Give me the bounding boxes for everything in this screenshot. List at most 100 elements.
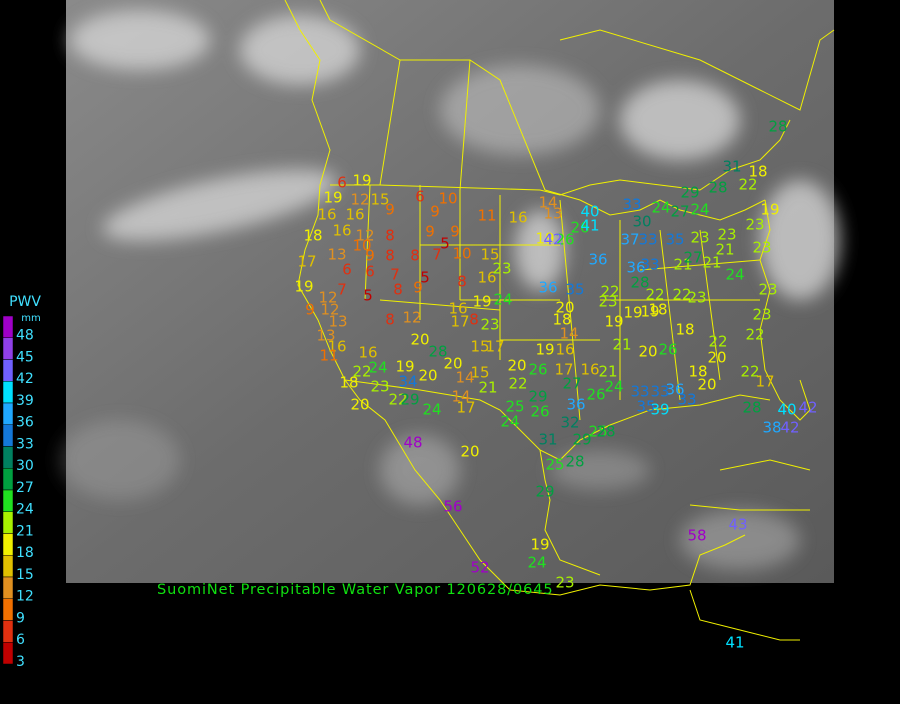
pwv-reading: 22 xyxy=(352,363,371,381)
pwv-reading: 30 xyxy=(632,213,651,231)
pwv-reading: 24 xyxy=(422,401,441,419)
pwv-reading: 17 xyxy=(554,361,573,379)
pwv-reading: 26 xyxy=(555,231,574,249)
pwv-reading: 8 xyxy=(393,281,403,299)
legend-label: 21 xyxy=(16,523,34,539)
pwv-reading: 19 xyxy=(535,341,554,359)
pwv-reading: 23 xyxy=(480,316,499,334)
pwv-reading: 23 xyxy=(752,239,771,257)
caption: SuomiNet Precipitable Water Vapor 120628… xyxy=(157,582,554,598)
pwv-reading: 24 xyxy=(604,378,623,396)
pwv-reading: 9 xyxy=(365,247,375,265)
pwv-reading: 6 xyxy=(415,188,425,206)
pwv-reading: 13 xyxy=(543,205,562,223)
pwv-reading: 19 xyxy=(530,536,549,554)
pwv-reading: 36 xyxy=(626,259,645,277)
pwv-reading: 18 xyxy=(688,363,707,381)
pwv-reading: 42 xyxy=(780,419,799,437)
pwv-reading: 15 xyxy=(370,191,389,209)
legend-title: PWV xyxy=(9,294,41,310)
pwv-reading: 24 xyxy=(725,266,744,284)
pwv-reading: 18 xyxy=(552,311,571,329)
pwv-reading: 35 xyxy=(565,281,584,299)
legend-label: 48 xyxy=(16,328,34,344)
pwv-reading: 23 xyxy=(745,216,764,234)
pwv-reading: 28 xyxy=(708,179,727,197)
pwv-reading: 10 xyxy=(352,237,371,255)
pwv-reading: 13 xyxy=(327,246,346,264)
pwv-reading: 29 xyxy=(572,431,591,449)
pwv-reading: 16 xyxy=(508,209,527,227)
pwv-reading: 27 xyxy=(683,249,702,267)
legend-label: 15 xyxy=(16,567,34,583)
legend-swatch xyxy=(2,642,14,665)
pwv-reading: 20 xyxy=(350,396,369,414)
pwv-reading: 41 xyxy=(580,217,599,235)
pwv-reading: 18 xyxy=(648,301,667,319)
pwv-reading: 16 xyxy=(580,361,599,379)
legend-swatch xyxy=(2,511,14,534)
pwv-reading: 20 xyxy=(707,349,726,367)
pwv-reading: 14 xyxy=(455,369,474,387)
pwv-reading: 23 xyxy=(687,289,706,307)
pwv-reading: 6 xyxy=(337,174,347,192)
pwv-reading: 15 xyxy=(480,246,499,264)
pwv-reading: 40 xyxy=(580,203,599,221)
pwv-reading: 22 xyxy=(645,286,664,304)
legend-swatch xyxy=(2,598,14,621)
pwv-reading: 33 xyxy=(638,231,657,249)
pwv-reading: 20 xyxy=(410,331,429,349)
pwv-reading: 23 xyxy=(690,229,709,247)
pwv-reading: 36 xyxy=(665,381,684,399)
pwv-reading: 16 xyxy=(358,344,377,362)
pwv-reading: 28 xyxy=(596,423,615,441)
pwv-reading: 19 xyxy=(604,313,623,331)
pwv-reading: 24 xyxy=(368,359,387,377)
pwv-reading: 20 xyxy=(418,367,437,385)
pwv-reading: 5 xyxy=(420,269,430,287)
pwv-reading: 28 xyxy=(630,274,649,292)
pwv-reading: 34 xyxy=(398,373,417,391)
pwv-reading: 19 xyxy=(623,304,642,322)
pwv-reading: 9 xyxy=(413,279,423,297)
pwv-reading: 20 xyxy=(443,355,462,373)
pwv-reading: 14 xyxy=(559,325,578,343)
pwv-reading: 33 xyxy=(630,383,649,401)
pwv-reading: 33 xyxy=(677,391,696,409)
pwv-reading: 28 xyxy=(768,118,787,136)
pwv-reading: 19 xyxy=(760,201,779,219)
pwv-reading: 22 xyxy=(600,283,619,301)
legend-swatch xyxy=(2,359,14,382)
legend-swatch xyxy=(2,468,14,491)
pwv-reading: 23 xyxy=(555,574,574,592)
pwv-reading: 33 xyxy=(622,196,641,214)
boundaries xyxy=(284,0,835,641)
pwv-reading: 15 xyxy=(470,338,489,356)
legend: PWV mm 48 45 42 39 36 33 30 27 24 21 18 15 12 9 6 3 xyxy=(2,294,41,670)
pwv-reading: 19 xyxy=(294,278,313,296)
legend-swatch xyxy=(2,555,14,578)
pwv-reading: 8 xyxy=(469,311,479,329)
legend-label: 3 xyxy=(16,654,25,670)
pwv-reading: 35 xyxy=(636,398,655,416)
legend-swatch xyxy=(2,576,14,599)
pwv-reading: 25 xyxy=(545,456,564,474)
pwv-reading: 13 xyxy=(328,313,347,331)
pwv-reading: 16 xyxy=(345,206,364,224)
pwv-reading: 42 xyxy=(798,399,817,417)
legend-swatch xyxy=(2,533,14,556)
pwv-reading: 17 xyxy=(456,399,475,417)
pwv-reading: 17 xyxy=(297,253,316,271)
legend-label: 33 xyxy=(16,436,34,452)
legend-label: 6 xyxy=(16,632,25,648)
pwv-reading: 58 xyxy=(687,527,706,545)
pwv-reading: 27 xyxy=(670,203,689,221)
clouds xyxy=(60,10,840,570)
legend-label: 42 xyxy=(16,371,34,387)
pwv-reading: 8 xyxy=(385,311,395,329)
pwv-reading: 28 xyxy=(565,453,584,471)
pwv-reading: 14 xyxy=(538,194,557,212)
pwv-reading: 8 xyxy=(385,247,395,265)
